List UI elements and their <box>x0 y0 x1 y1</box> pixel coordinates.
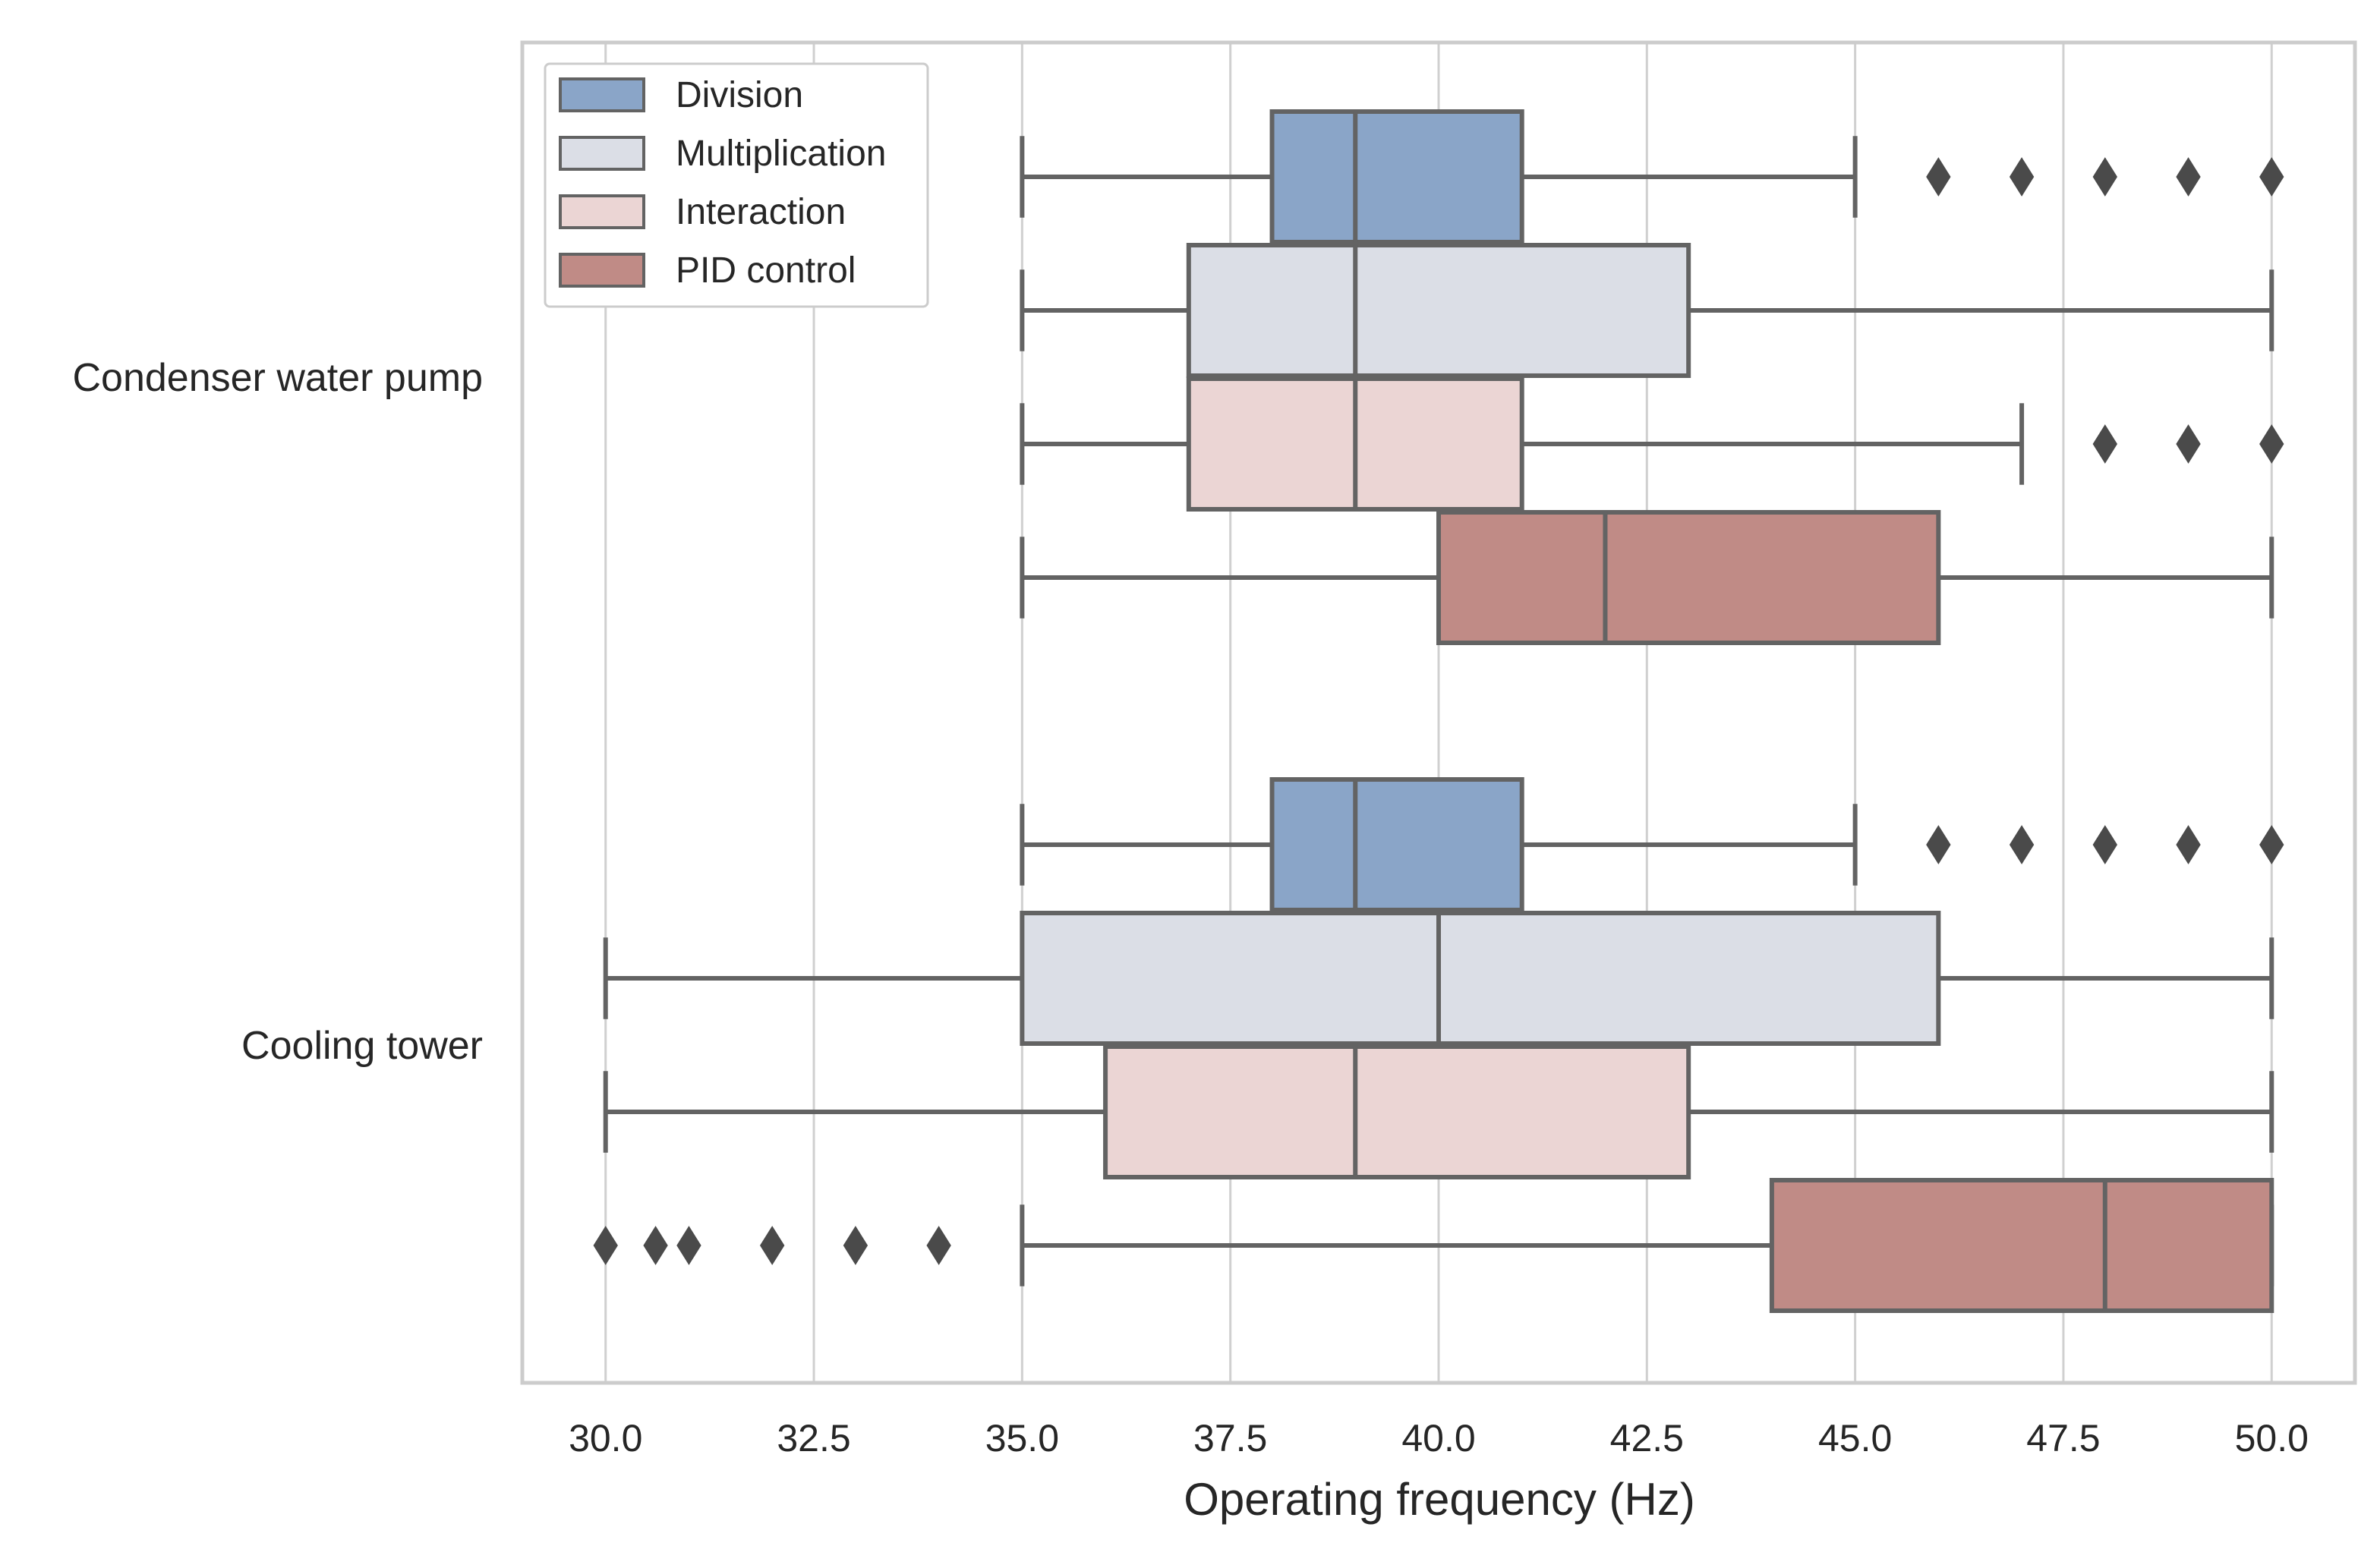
box-division-condenser-water-pump <box>1020 109 2284 244</box>
legend-label-division: Division <box>676 75 803 115</box>
box-division-cooling-tower <box>1020 777 2284 912</box>
outlier-point-division-condenser-water-pump <box>2009 157 2035 197</box>
outlier-point-pid-control-cooling-tower <box>760 1226 785 1265</box>
legend-frame <box>544 62 929 308</box>
iqr-box-multiplication-cooling-tower <box>1020 911 1941 1046</box>
legend-label-multiplication: Multiplication <box>676 134 886 174</box>
x-tick-label: 40.0 <box>1401 1417 1475 1459</box>
legend-label-pid-control: PID control <box>676 250 856 291</box>
outlier-point-division-cooling-tower <box>1926 825 1951 864</box>
outlier-point-pid-control-cooling-tower <box>593 1226 618 1265</box>
box-interaction-cooling-tower <box>603 1044 2274 1179</box>
x-tick-label: 42.5 <box>1610 1417 1684 1459</box>
x-tick-label: 32.5 <box>777 1417 850 1459</box>
outlier-point-division-condenser-water-pump <box>2092 157 2117 197</box>
box-pid-control-condenser-water-pump <box>1020 510 2274 645</box>
legend-label-interaction: Interaction <box>676 192 846 232</box>
outlier-point-interaction-condenser-water-pump <box>2092 424 2117 464</box>
outlier-point-interaction-condenser-water-pump <box>2259 424 2284 464</box>
x-tick-label: 45.0 <box>1818 1417 1892 1459</box>
box-pid-control-cooling-tower <box>593 1178 2274 1313</box>
iqr-box-division-cooling-tower <box>1269 777 1524 912</box>
outlier-point-division-cooling-tower <box>2259 825 2284 864</box>
x-tick-label: 37.5 <box>1193 1417 1267 1459</box>
outlier-point-division-cooling-tower <box>2176 825 2201 864</box>
x-tick-label: 47.5 <box>2026 1417 2100 1459</box>
box-multiplication-cooling-tower <box>603 911 2274 1046</box>
outlier-point-division-cooling-tower <box>2092 825 2117 864</box>
outlier-point-pid-control-cooling-tower <box>643 1226 668 1265</box>
iqr-box-pid-control-condenser-water-pump <box>1436 510 1941 645</box>
x-tick-label: 35.0 <box>985 1417 1059 1459</box>
outlier-point-pid-control-cooling-tower <box>843 1226 868 1265</box>
box-multiplication-condenser-water-pump <box>1020 243 2274 378</box>
iqr-box-multiplication-condenser-water-pump <box>1186 243 1691 378</box>
outlier-point-division-condenser-water-pump <box>2259 157 2284 197</box>
box-interaction-condenser-water-pump <box>1020 376 2284 512</box>
outlier-point-interaction-condenser-water-pump <box>2176 424 2201 464</box>
outlier-point-pid-control-cooling-tower <box>676 1226 701 1265</box>
x-axis-label: Operating frequency (Hz) <box>1184 1474 1695 1525</box>
legend-swatch-multiplication <box>559 136 645 171</box>
outlier-point-pid-control-cooling-tower <box>926 1226 951 1265</box>
legend-swatch-pid-control <box>559 253 645 288</box>
x-tick-label: 50.0 <box>2235 1417 2309 1459</box>
category-label: Condenser water pump <box>72 356 483 400</box>
outlier-point-division-cooling-tower <box>2009 825 2035 864</box>
legend: Division Multiplication Interaction PID con… <box>544 62 929 308</box>
outlier-point-division-condenser-water-pump <box>1926 157 1951 197</box>
legend-swatch-interaction <box>559 194 645 229</box>
iqr-box-division-condenser-water-pump <box>1269 109 1524 244</box>
legend-swatch-division <box>559 77 645 112</box>
iqr-box-interaction-cooling-tower <box>1103 1044 1691 1179</box>
plot-frame <box>520 40 2357 1385</box>
outlier-point-division-condenser-water-pump <box>2176 157 2201 197</box>
x-tick-label: 30.0 <box>569 1417 642 1459</box>
iqr-box-pid-control-cooling-tower <box>1769 1178 2274 1313</box>
category-label: Cooling tower <box>241 1024 483 1068</box>
